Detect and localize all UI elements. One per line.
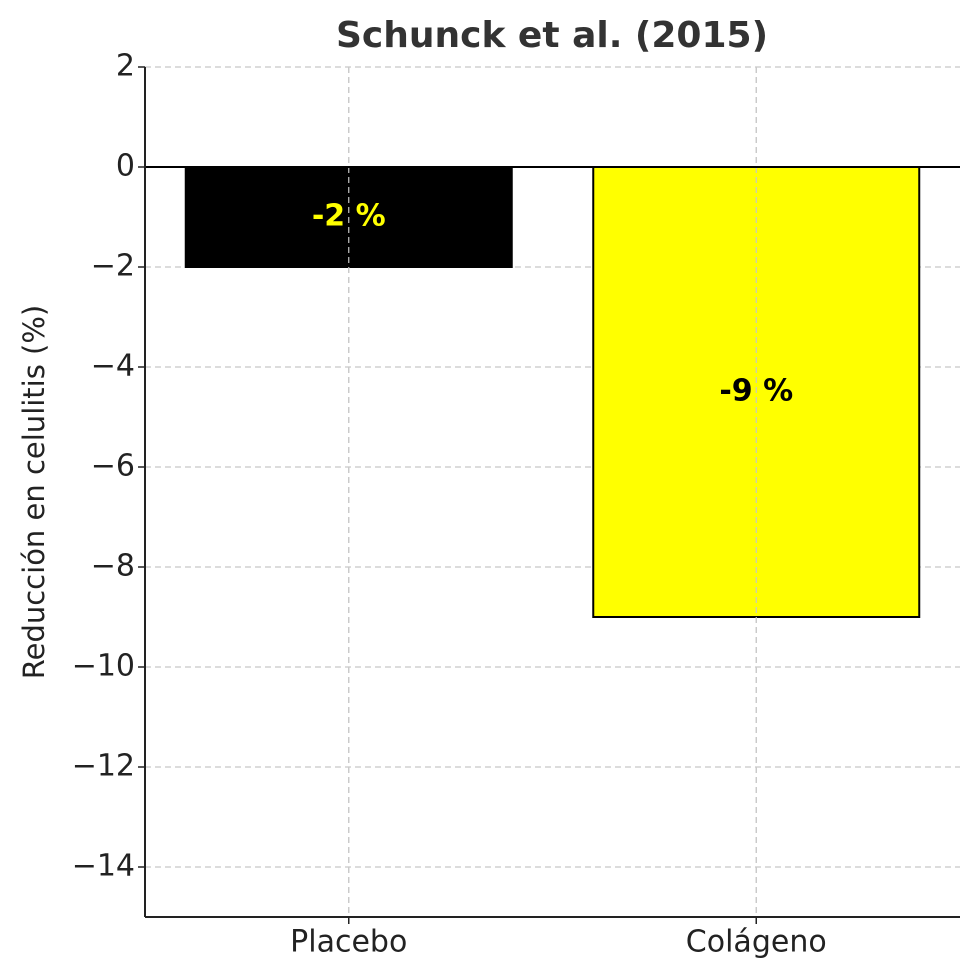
chart-title: Schunck et al. (2015) <box>336 15 768 56</box>
y-tick-label: 0 <box>116 149 135 184</box>
y-tick-label: −12 <box>72 749 135 784</box>
x-tick-label: Colágeno <box>686 925 827 960</box>
y-tick-label: −10 <box>72 649 135 684</box>
y-tick-label: −14 <box>72 849 135 884</box>
value-label: -2 % <box>312 199 386 234</box>
y-tick-label: −2 <box>91 249 135 284</box>
y-axis-label: Reducción en celulitis (%) <box>17 305 51 679</box>
x-tick-label: Placebo <box>290 925 407 960</box>
y-tick-label: −4 <box>91 349 135 384</box>
y-tick-label: −6 <box>91 449 135 484</box>
value-label: -9 % <box>719 374 793 409</box>
y-tick-label: 2 <box>116 49 135 84</box>
y-tick-label: −8 <box>91 549 135 584</box>
